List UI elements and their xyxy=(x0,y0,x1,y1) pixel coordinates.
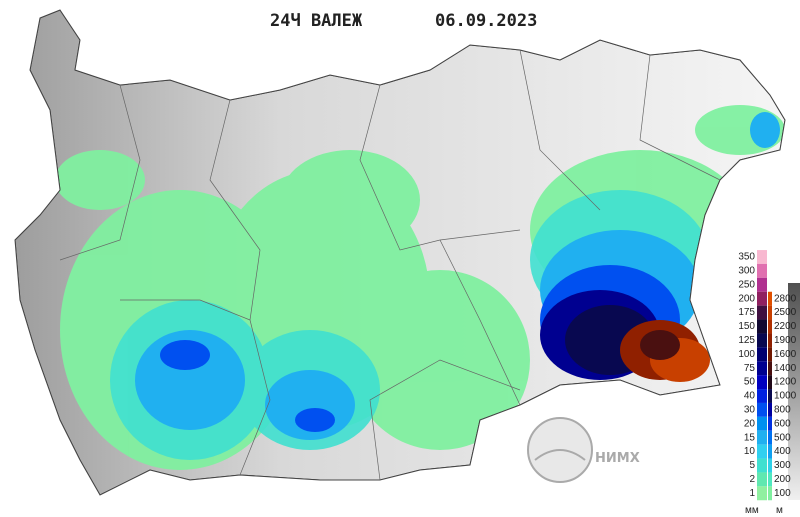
elev-label: 1600 xyxy=(774,349,797,360)
precip-swatch xyxy=(757,472,767,487)
elev-swatch xyxy=(768,361,772,376)
elev-label: 1400 xyxy=(774,363,797,374)
precip-swatch xyxy=(757,486,767,501)
elevation-bar xyxy=(788,283,800,500)
precip-swatch xyxy=(757,402,767,417)
precip-swatch xyxy=(757,416,767,431)
elev-swatch xyxy=(768,375,772,390)
precip-label: 100 xyxy=(738,349,755,360)
elev-swatch xyxy=(768,458,772,473)
precip-label: 30 xyxy=(744,405,756,416)
precip-unit: мм xyxy=(745,505,759,516)
elev-label: 1000 xyxy=(774,391,797,402)
precip-swatch xyxy=(757,430,767,445)
elev-swatch xyxy=(768,389,772,403)
elev-swatch xyxy=(768,291,772,306)
elev-label: 600 xyxy=(774,418,791,429)
legend: 350 300 250 200 175 150 125 100 75 50 40 30 20 15 10 5 2… xyxy=(738,250,797,516)
map-title: 24Ч ВАЛЕЖ xyxy=(270,11,363,31)
precip-label: 350 xyxy=(738,252,755,263)
elev-swatch xyxy=(768,486,772,501)
precip-label: 15 xyxy=(744,432,756,443)
elev-label: 400 xyxy=(774,446,791,457)
country-border xyxy=(14,9,786,496)
precip-label: 250 xyxy=(738,279,755,290)
precip-label: 5 xyxy=(749,460,755,471)
precip-swatch xyxy=(757,319,767,334)
precip-label: 75 xyxy=(744,363,756,374)
elev-label: 1200 xyxy=(774,377,797,388)
elev-swatch xyxy=(768,430,772,445)
logo: НИМХ xyxy=(527,417,640,483)
elev-swatch xyxy=(768,305,772,320)
logo-text: НИМХ xyxy=(595,451,640,466)
precip-swatch xyxy=(757,263,767,278)
elev-swatch xyxy=(768,472,772,487)
precip-label: 125 xyxy=(738,335,755,346)
precip-swatch xyxy=(757,277,767,292)
precip-label: 10 xyxy=(744,446,756,457)
precip-swatch xyxy=(757,333,767,348)
elev-label: 2500 xyxy=(774,307,797,318)
precip-swatch xyxy=(757,250,767,264)
elev-label: 2200 xyxy=(774,321,797,332)
elev-unit: м xyxy=(776,505,783,516)
elev-label: 200 xyxy=(774,474,791,485)
elev-swatch xyxy=(768,347,772,362)
elev-swatch xyxy=(768,444,772,459)
elev-label: 300 xyxy=(774,460,791,471)
elev-swatch xyxy=(768,402,772,417)
elev-swatch xyxy=(768,319,772,334)
precip-label: 300 xyxy=(738,266,755,277)
elev-label: 500 xyxy=(774,432,791,443)
precip-label: 150 xyxy=(738,321,755,332)
precip-label: 175 xyxy=(738,307,755,318)
map-date: 06.09.2023 xyxy=(435,11,537,31)
precip-swatch xyxy=(757,291,767,306)
precip-label: 50 xyxy=(744,377,756,388)
precip-swatch xyxy=(757,458,767,473)
precip-label: 20 xyxy=(744,418,756,429)
elev-swatch xyxy=(768,333,772,348)
elev-swatch xyxy=(768,416,772,431)
precip-swatch xyxy=(757,347,767,362)
elev-label: 100 xyxy=(774,488,791,499)
precip-swatch xyxy=(757,305,767,320)
elev-label: 2800 xyxy=(774,293,797,304)
region-borders xyxy=(59,49,721,481)
precip-swatch xyxy=(757,375,767,390)
elev-label: 800 xyxy=(774,405,791,416)
precip-swatch xyxy=(757,389,767,403)
precip-label: 1 xyxy=(749,488,755,499)
precip-label: 40 xyxy=(744,391,756,402)
precip-label: 2 xyxy=(749,474,755,485)
precip-swatch xyxy=(757,361,767,376)
precip-label: 200 xyxy=(738,293,755,304)
precip-swatch xyxy=(757,444,767,459)
elev-label: 1900 xyxy=(774,335,797,346)
